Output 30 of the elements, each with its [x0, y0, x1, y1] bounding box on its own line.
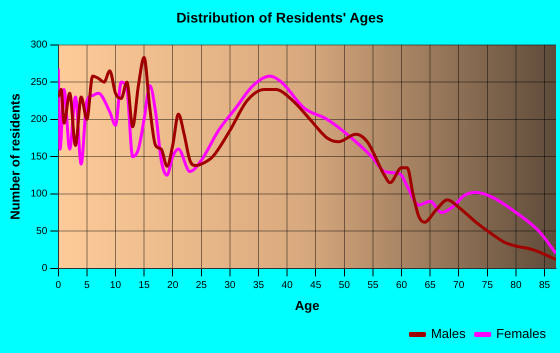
x-tick-label: 5: [84, 280, 90, 292]
x-tick-label: 10: [110, 280, 122, 292]
x-tick-label: 30: [224, 280, 236, 292]
x-tick-label: 0: [56, 280, 62, 292]
y-tick-label: 300: [30, 40, 48, 51]
x-tick-label: 40: [282, 280, 294, 292]
y-tick-label: 100: [30, 188, 48, 200]
x-tick-label: 80: [510, 280, 522, 292]
x-tick-label: 55: [367, 280, 379, 292]
x-tick-label: 70: [453, 280, 465, 292]
y-tick-label: 0: [42, 263, 48, 274]
x-axis-title: Age: [294, 298, 320, 313]
x-tick-label: 25: [196, 280, 208, 292]
x-tick-label: 35: [252, 280, 265, 292]
y-tick-label: 50: [36, 226, 48, 237]
x-tick-label: 60: [396, 280, 408, 292]
x-tick-label: 45: [310, 280, 322, 292]
x-tick-label: 75: [482, 280, 494, 292]
x-tick-label: 65: [424, 280, 436, 292]
legend-label: Females: [496, 326, 546, 342]
y-axis-title: Number of residents: [7, 93, 22, 220]
y-tick-label: 250: [30, 76, 48, 88]
chart-title: Distribution of Residents' Ages: [176, 9, 384, 26]
x-tick-label: 15: [138, 280, 150, 292]
y-tick-label: 150: [30, 151, 48, 162]
x-tick-label: 50: [338, 280, 350, 292]
y-tick-label: 200: [30, 114, 48, 126]
legend-label: Males: [430, 326, 466, 342]
x-tick-label: 85: [538, 280, 551, 292]
x-tick-label: 20: [167, 280, 179, 292]
